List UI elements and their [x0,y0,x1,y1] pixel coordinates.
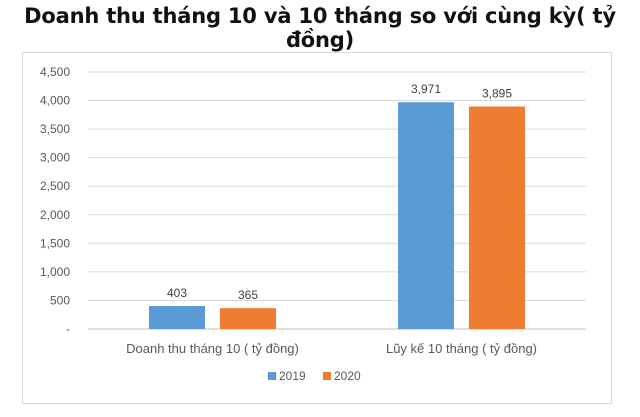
data-labels: 403 365 3,971 3,895 [167,82,512,302]
y-tick-label: 4,000 [40,94,70,108]
data-label: 3,971 [411,82,441,96]
y-axis-ticks: - 500 1,000 1,500 2,000 2,500 3,000 3,500 4,000 4… [40,65,70,336]
y-tick-label: 2,500 [40,179,70,193]
y-tick-label: 500 [50,293,70,307]
bar-2020-2 [469,106,525,330]
y-tick-label: 3,500 [40,122,70,136]
x-category-label: Lũy kế 10 tháng ( tỷ đồng) [386,341,537,356]
x-axis-labels: Doanh thu tháng 10 ( tỷ đồng) Lũy kế 10 t… [126,341,537,356]
bars [149,102,525,330]
data-label: 365 [238,288,258,302]
y-tick-label: 1,500 [40,236,70,250]
x-category-label: Doanh thu tháng 10 ( tỷ đồng) [126,341,299,356]
data-label: 403 [167,286,187,300]
bar-2019-2 [398,102,454,329]
y-tick-label: 3,000 [40,151,70,165]
y-tick-label: - [66,322,70,336]
legend-label-2019: 2019 [279,369,306,383]
legend-label-2020: 2020 [334,369,361,383]
legend-swatch-2019 [268,372,276,380]
y-tick-label: 1,000 [40,265,70,279]
chart-title: Doanh thu tháng 10 và 10 tháng so với cù… [24,4,616,52]
data-label: 3,895 [482,87,512,101]
y-tick-label: 2,000 [40,208,70,222]
legend-swatch-2020 [323,372,331,380]
legend: 2019 2020 [268,369,361,383]
y-tick-label: 4,500 [40,65,70,79]
bar-2020-1 [220,308,276,329]
bar-2019-1 [149,305,205,329]
